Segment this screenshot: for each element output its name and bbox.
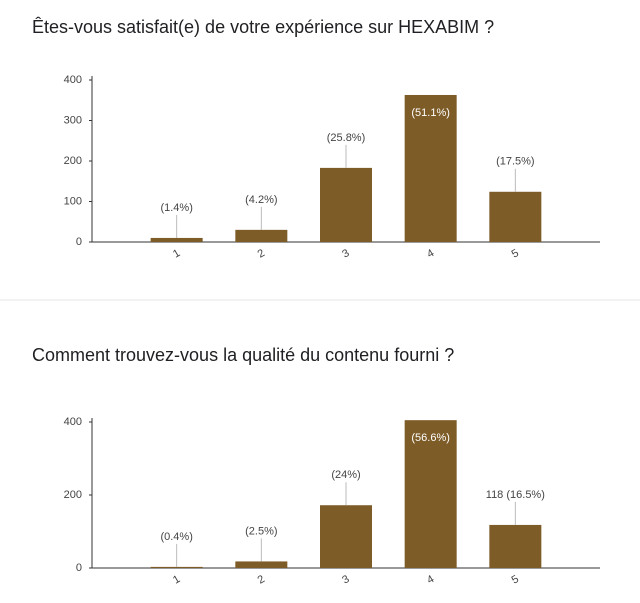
- bar-label: (56.6%): [411, 432, 450, 444]
- chart-title: Êtes-vous satisfait(e) de votre expérien…: [32, 17, 494, 37]
- bar-label: (1.4%): [160, 202, 192, 214]
- y-tick-label: 300: [64, 114, 82, 126]
- bar-label: (51.1%): [411, 107, 450, 119]
- bar-label: (24%): [331, 469, 360, 481]
- x-tick-label: 4: [425, 247, 436, 260]
- x-tick-label: 5: [510, 247, 521, 260]
- chart-title: Comment trouvez-vous la qualité du conte…: [32, 345, 454, 365]
- x-tick-label: 5: [510, 573, 521, 586]
- x-tick-label: 3: [340, 247, 351, 260]
- x-tick-label: 4: [425, 573, 436, 586]
- y-tick-label: 200: [64, 489, 82, 501]
- bar-label: (2.5%): [245, 525, 277, 537]
- y-tick-label: 0: [76, 562, 82, 574]
- y-tick-label: 400: [64, 416, 82, 428]
- bar: [150, 237, 203, 242]
- bar: [235, 229, 288, 242]
- y-tick-label: 200: [64, 155, 82, 167]
- x-tick-label: 2: [256, 573, 267, 586]
- bar: [235, 561, 288, 568]
- bar-label: (25.8%): [327, 132, 366, 144]
- x-tick-label: 1: [171, 573, 182, 586]
- bar-label: (0.4%): [160, 531, 192, 543]
- bar: [150, 566, 203, 568]
- bar: [404, 94, 457, 242]
- y-tick-label: 400: [64, 74, 82, 86]
- bar: [489, 524, 542, 568]
- y-tick-label: 0: [76, 236, 82, 248]
- bar-label: (4.2%): [245, 194, 277, 206]
- bar: [489, 191, 542, 242]
- x-tick-label: 1: [171, 247, 182, 260]
- bar-label: (17.5%): [496, 156, 535, 168]
- bar: [404, 420, 457, 568]
- y-tick-label: 100: [64, 195, 82, 207]
- bar-label: 118 (16.5%): [486, 489, 545, 501]
- bar: [320, 505, 372, 568]
- x-tick-label: 2: [256, 247, 267, 260]
- x-tick-label: 3: [340, 573, 351, 586]
- bar: [320, 167, 372, 242]
